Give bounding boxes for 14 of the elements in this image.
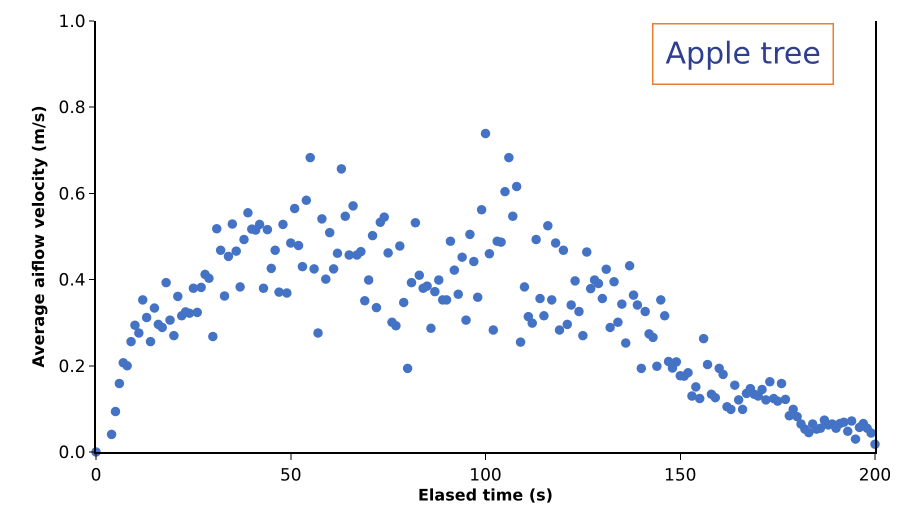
x-axis-title: Elased time (s) bbox=[418, 485, 553, 504]
x-tick-label: 0 bbox=[90, 465, 102, 486]
y-tick-label: 0.8 bbox=[58, 98, 86, 118]
annotation: Apple tree bbox=[666, 36, 821, 72]
y-tick-label: 0.2 bbox=[58, 356, 86, 377]
y-tick-label: 0.4 bbox=[58, 270, 86, 291]
y-tick-label: 0.0 bbox=[58, 442, 86, 463]
y-tick-label: 1.0 bbox=[58, 12, 86, 32]
y-tick-label: 0.6 bbox=[58, 184, 86, 204]
y-axis-title: Average aiflow velocity (m/s) bbox=[28, 105, 48, 368]
x-tick-label: 150 bbox=[664, 465, 696, 486]
x-tick-label: 50 bbox=[280, 465, 302, 486]
x-tick-label: 100 bbox=[469, 465, 502, 486]
x-tick-label: 200 bbox=[858, 465, 892, 486]
